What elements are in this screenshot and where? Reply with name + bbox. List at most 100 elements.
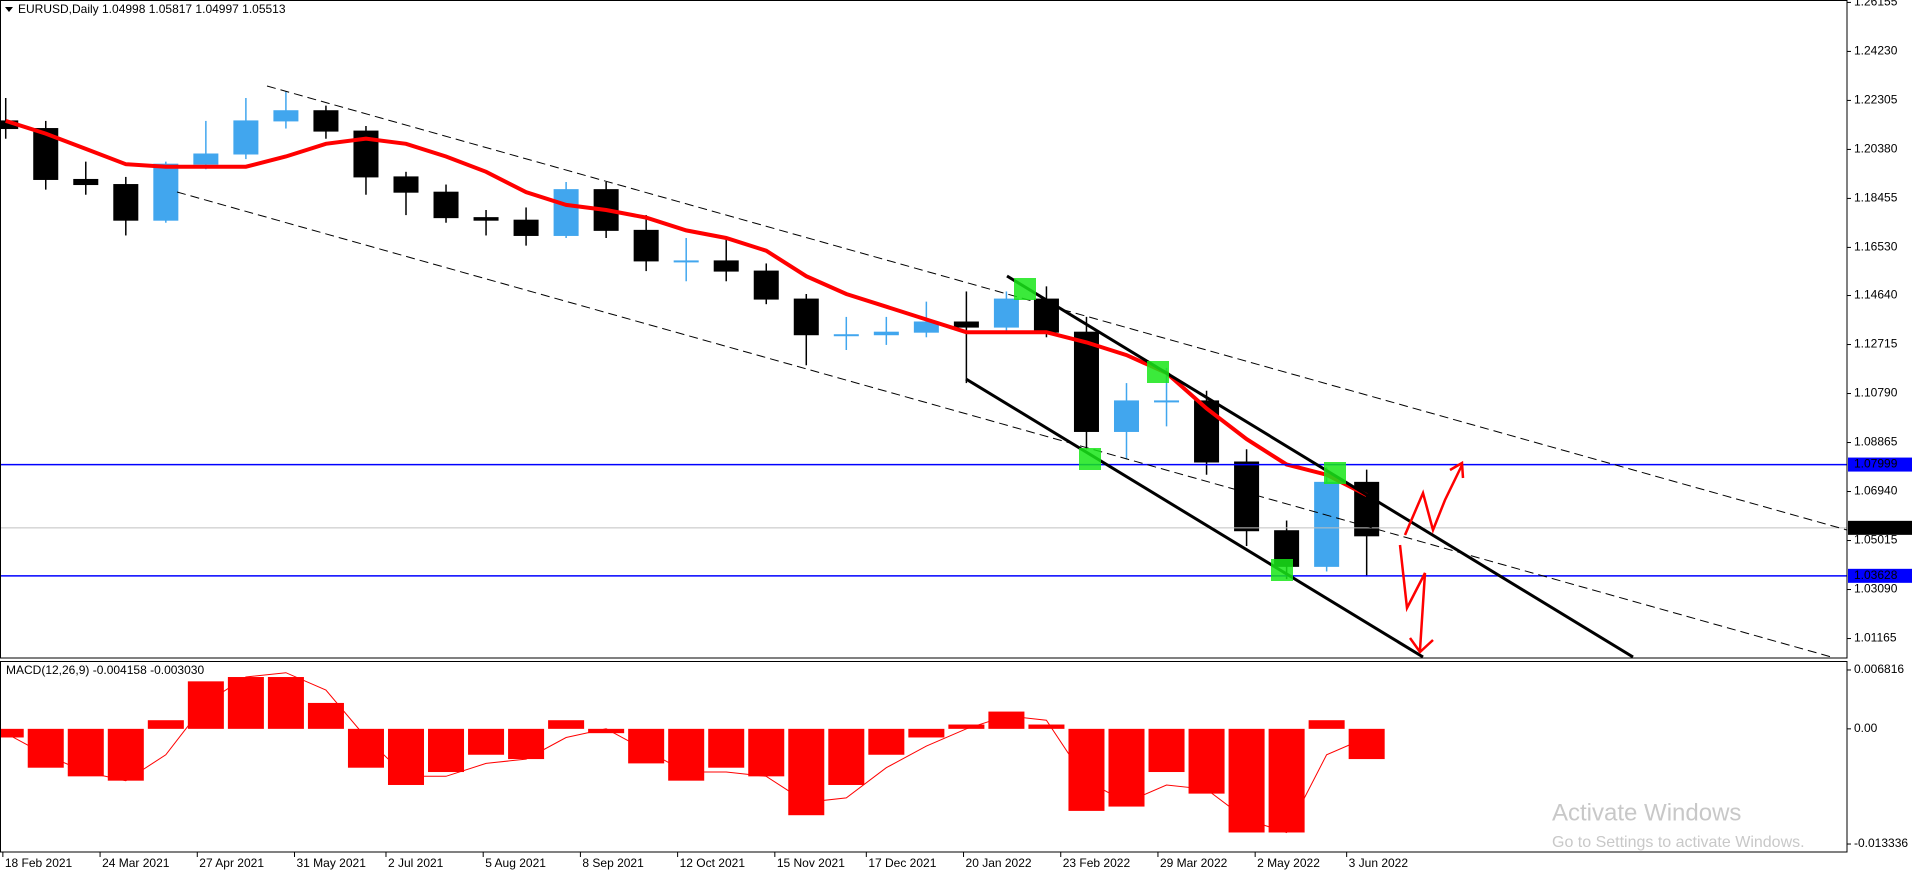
- macd-bar: [588, 728, 625, 734]
- x-tick-label: 18 Feb 2021: [5, 856, 73, 870]
- candle-body: [273, 110, 299, 122]
- candle-body: [233, 120, 259, 155]
- candle-body: [953, 321, 979, 328]
- macd-bar: [147, 720, 184, 729]
- candle-body: [1154, 400, 1180, 403]
- candle-body: [473, 217, 499, 221]
- watermark-subtitle: Go to Settings to activate Windows.: [1552, 834, 1805, 851]
- macd-bar: [908, 728, 945, 738]
- macd-bar: [1188, 728, 1225, 794]
- candle-body: [193, 153, 219, 165]
- candle-body: [1073, 331, 1099, 432]
- candle-body: [513, 219, 539, 236]
- price-level-label: 1.07999: [1854, 457, 1898, 471]
- macd-bar: [948, 724, 985, 729]
- y-tick-label: 1.24230: [1854, 44, 1898, 58]
- arrow-up: [1403, 460, 1465, 536]
- x-tick-label: 24 Mar 2021: [102, 856, 170, 870]
- watermark-title: Activate Windows: [1552, 799, 1741, 826]
- y-tick-label: 1.16530: [1854, 240, 1898, 254]
- macd-panel-frame: [0, 661, 1848, 853]
- x-tick-label: 29 Mar 2022: [1160, 856, 1228, 870]
- macd-bar: [187, 681, 224, 729]
- y-tick-label: 1.06940: [1854, 484, 1898, 498]
- macd-title: MACD(12,26,9) -0.004158 -0.003030: [6, 663, 204, 677]
- macd-bar: [1268, 728, 1305, 833]
- marker: [1079, 448, 1101, 470]
- price-level-label: 1.05513: [1854, 520, 1898, 534]
- y-tick-label: 1.01165: [1854, 631, 1897, 645]
- candle-body: [113, 184, 139, 221]
- macd-bar: [0, 728, 24, 738]
- macd-bar: [988, 711, 1025, 729]
- candle-body: [553, 189, 579, 236]
- moving-average: [5, 118, 1368, 497]
- x-tick-label: 15 Nov 2021: [777, 856, 845, 870]
- y-tick-label: 0.00: [1854, 721, 1878, 735]
- macd-bar: [307, 702, 344, 729]
- candle-body: [833, 334, 859, 337]
- price-level-label: 1.03628: [1854, 568, 1898, 582]
- macd-bar: [227, 677, 264, 729]
- macd-bar: [548, 720, 585, 729]
- candle-body: [1194, 400, 1220, 463]
- price-level-box: [1848, 520, 1912, 535]
- candle-body: [713, 260, 739, 272]
- menu-triangle[interactable]: [5, 7, 13, 12]
- marker: [1324, 462, 1346, 484]
- marker: [1014, 278, 1036, 300]
- candle-body: [793, 298, 819, 336]
- chart-title: EURUSD,Daily 1.04998 1.05817 1.04997 1.0…: [18, 2, 286, 16]
- y-tick-label: -0.013336: [1854, 836, 1908, 850]
- macd-bar: [1228, 728, 1265, 833]
- candle-body: [753, 270, 779, 300]
- macd-bar: [1068, 728, 1105, 811]
- macd-bar: [668, 728, 705, 781]
- arrow-down: [1398, 544, 1434, 654]
- candle-body: [993, 298, 1019, 328]
- main-panel-frame: [0, 0, 1848, 659]
- macd-bar: [67, 728, 104, 777]
- candle-body: [913, 321, 939, 333]
- candle-body: [313, 110, 339, 132]
- x-tick-label: 2 May 2022: [1257, 856, 1320, 870]
- x-tick-label: 5 Aug 2021: [485, 856, 546, 870]
- macd-bar: [708, 728, 745, 768]
- x-tick-label: 20 Jan 2022: [966, 856, 1032, 870]
- x-tick-label: 3 Jun 2022: [1349, 856, 1409, 870]
- x-tick-label: 2 Jul 2021: [388, 856, 444, 870]
- x-tick-label: 8 Sep 2021: [582, 856, 644, 870]
- macd-bar: [748, 728, 785, 777]
- trend-line-dashed: [176, 191, 1836, 659]
- candle-body: [673, 260, 699, 263]
- y-tick-label: 0.006816: [1854, 662, 1904, 676]
- y-tick-label: 1.22305: [1854, 93, 1898, 107]
- candle-body: [1113, 400, 1140, 432]
- marker: [1271, 559, 1293, 581]
- candle-body: [1234, 461, 1260, 532]
- trend-line: [965, 377, 1424, 659]
- drawings: [176, 85, 1848, 659]
- x-tick-label: 12 Oct 2021: [680, 856, 746, 870]
- macd-bar: [1308, 720, 1345, 729]
- candle-body: [393, 176, 419, 193]
- macd-bar: [1028, 724, 1065, 729]
- macd-bar: [468, 728, 505, 755]
- x-tick-label: 31 May 2021: [296, 856, 366, 870]
- candle-body: [1314, 481, 1340, 567]
- macd-bar: [1108, 728, 1145, 807]
- candle-body: [433, 191, 459, 219]
- y-tick-label: 1.18455: [1854, 191, 1898, 205]
- candle-body: [73, 178, 99, 186]
- y-tick-label: 1.12715: [1854, 337, 1898, 351]
- macd-bar: [828, 728, 865, 785]
- x-tick-label: 17 Dec 2021: [868, 856, 936, 870]
- frames: [0, 0, 1848, 853]
- trend-line: [1006, 274, 1634, 659]
- price-level-box: [1848, 457, 1912, 472]
- y-tick-label: 1.03090: [1854, 582, 1898, 596]
